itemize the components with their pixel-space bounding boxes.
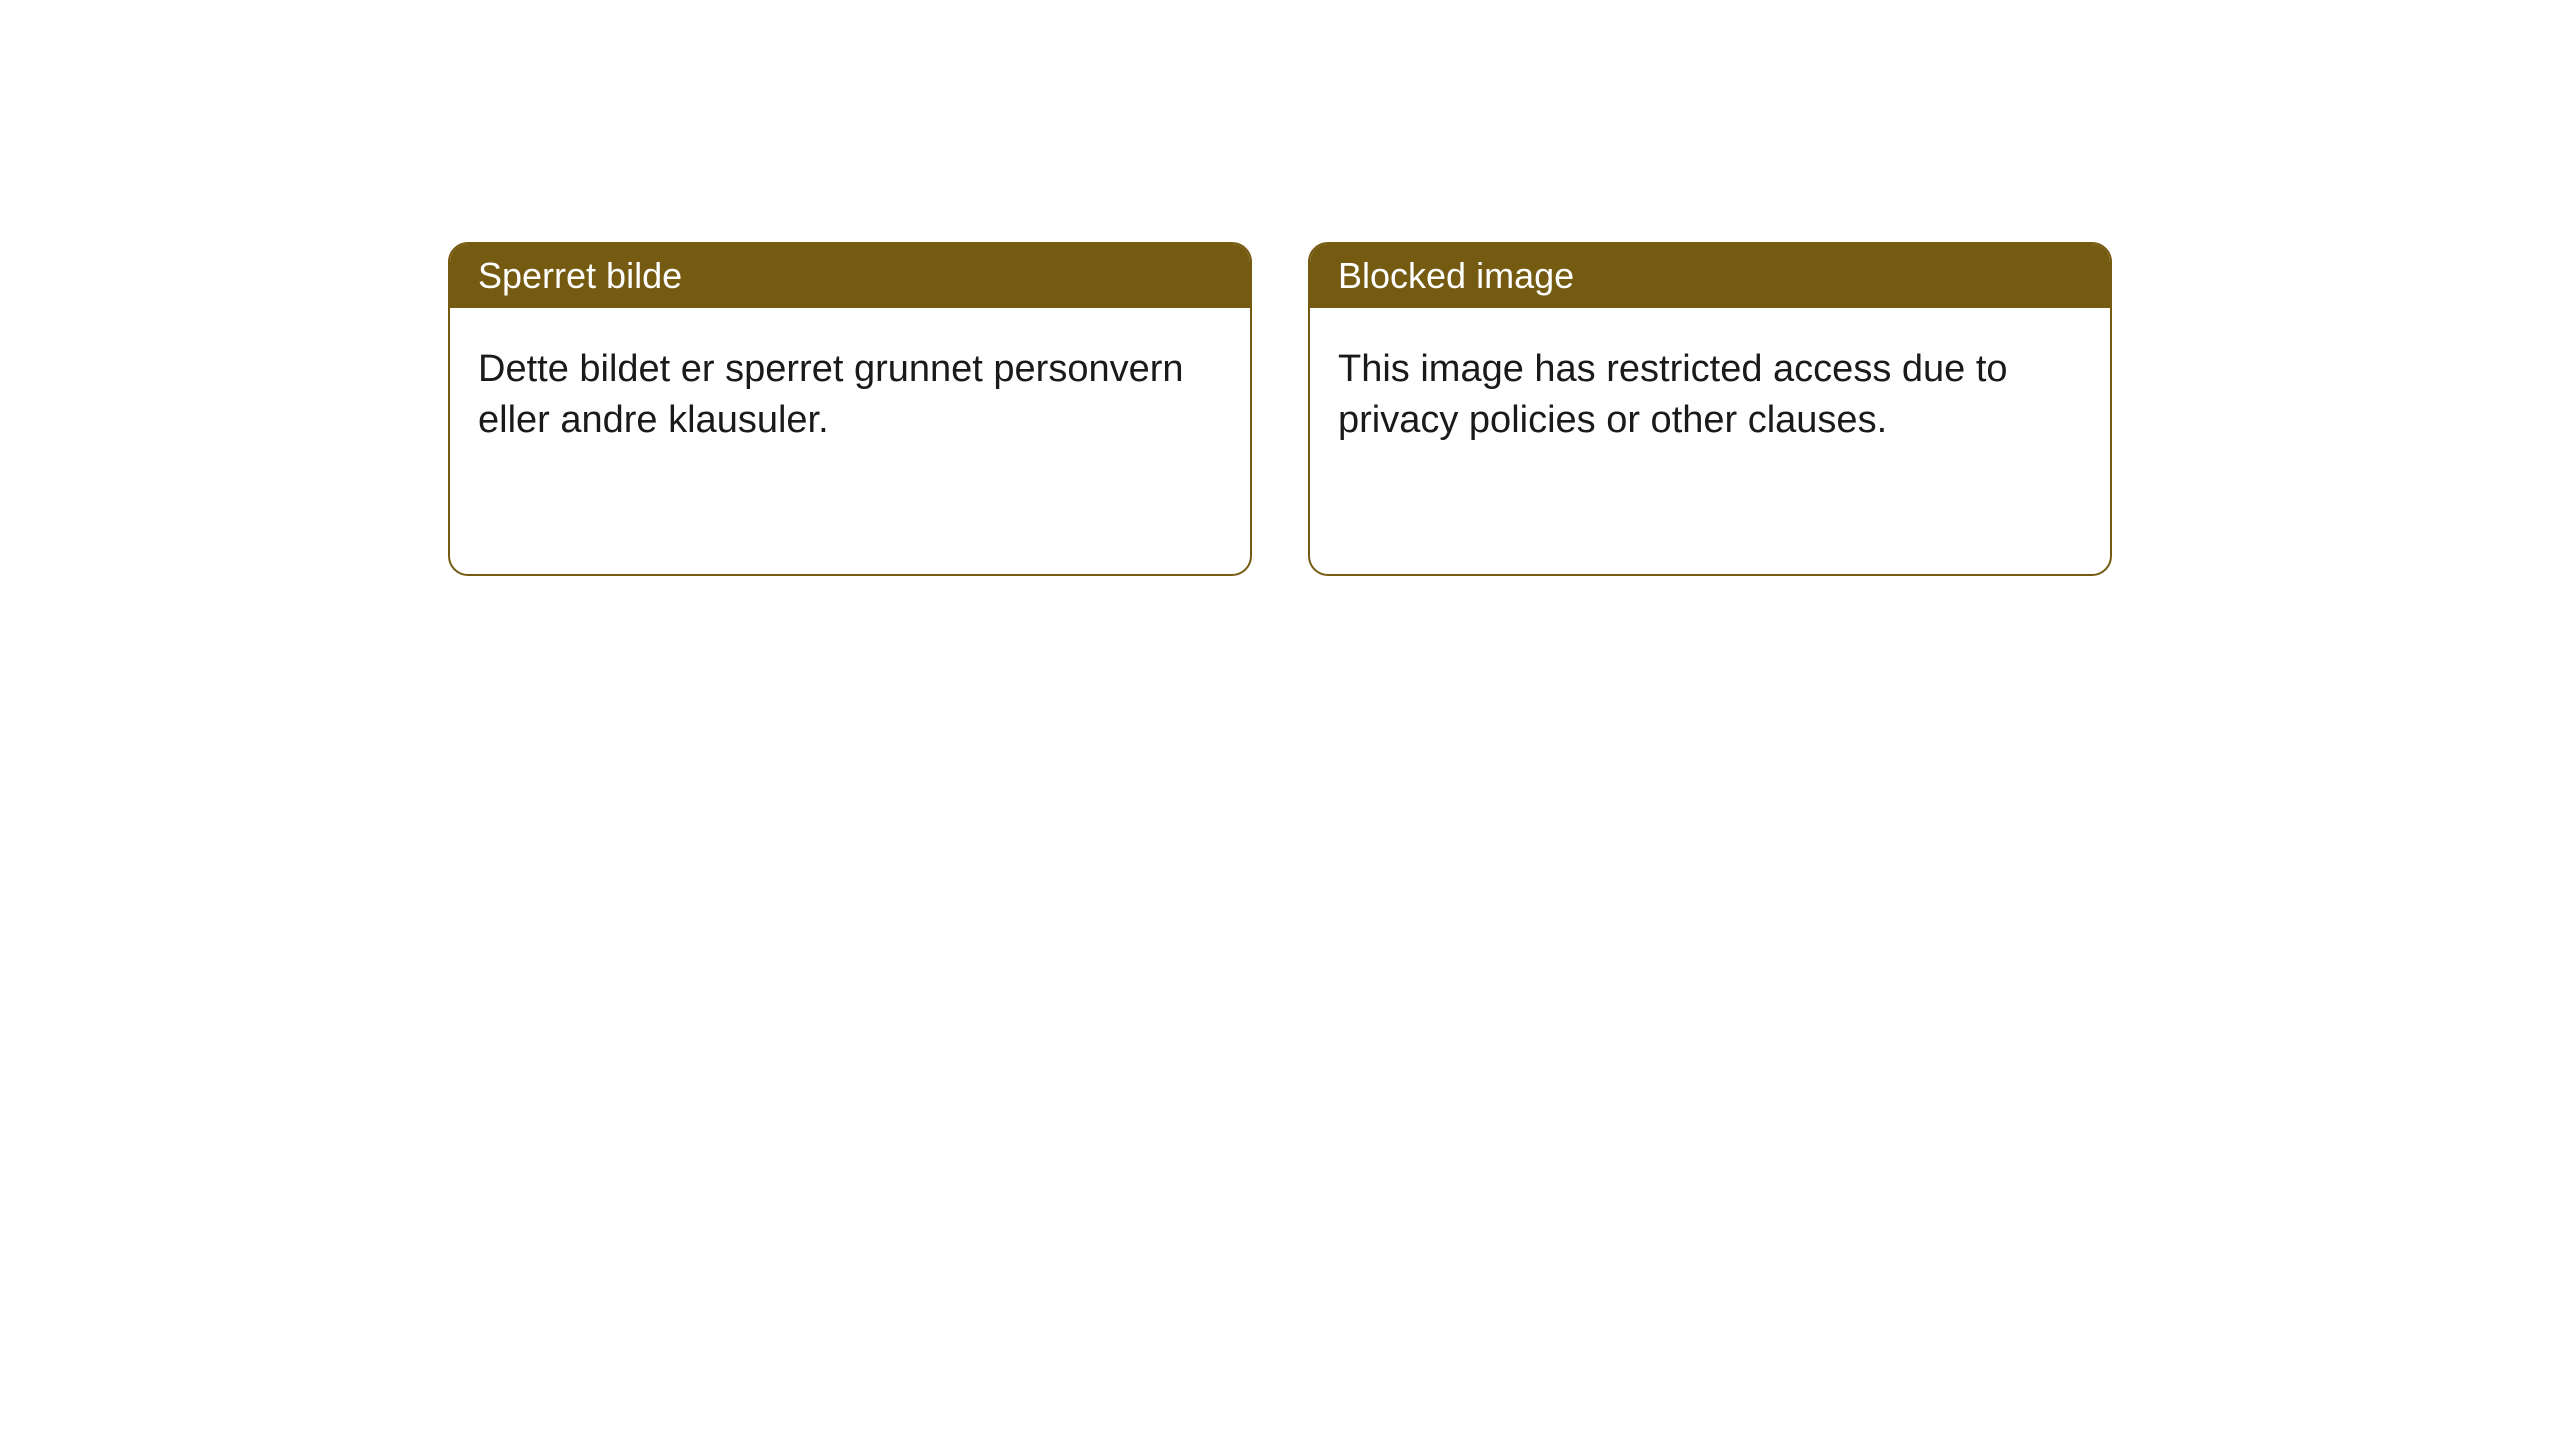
card-header: Sperret bilde [450, 244, 1250, 308]
blocked-image-card-en: Blocked image This image has restricted … [1308, 242, 2112, 576]
card-header: Blocked image [1310, 244, 2110, 308]
card-title: Sperret bilde [478, 255, 682, 296]
card-body: This image has restricted access due to … [1310, 308, 2110, 483]
card-body: Dette bildet er sperret grunnet personve… [450, 308, 1250, 483]
card-body-text: This image has restricted access due to … [1338, 348, 2008, 441]
card-title: Blocked image [1338, 255, 1574, 296]
blocked-image-card-no: Sperret bilde Dette bildet er sperret gr… [448, 242, 1252, 576]
card-body-text: Dette bildet er sperret grunnet personve… [478, 348, 1184, 441]
cards-container: Sperret bilde Dette bildet er sperret gr… [0, 0, 2560, 576]
